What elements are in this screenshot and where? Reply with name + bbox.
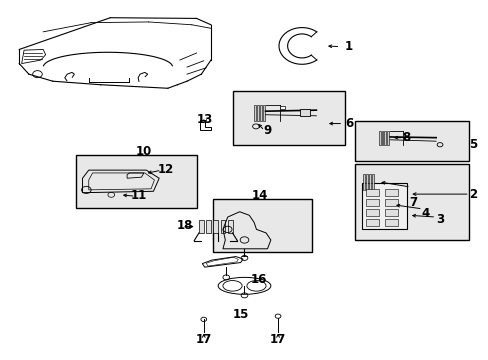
Bar	[378, 131, 380, 145]
Bar	[259, 105, 261, 121]
Text: 11: 11	[131, 189, 147, 202]
Bar	[220, 220, 225, 233]
Bar	[384, 189, 398, 196]
Text: 2: 2	[468, 188, 477, 201]
Bar	[233, 91, 345, 145]
Text: 8: 8	[402, 131, 410, 144]
Text: 4: 4	[421, 207, 429, 220]
Text: 18: 18	[176, 219, 192, 232]
Bar	[256, 105, 258, 121]
Text: 3: 3	[435, 213, 443, 226]
Bar	[365, 219, 378, 226]
Text: 12: 12	[157, 163, 173, 176]
Bar	[384, 199, 398, 206]
Bar	[76, 155, 196, 208]
Bar	[361, 183, 407, 229]
Bar	[227, 220, 232, 233]
Bar	[213, 220, 218, 233]
Text: 9: 9	[263, 124, 271, 137]
Text: 7: 7	[409, 197, 417, 210]
Text: 16: 16	[250, 273, 266, 286]
Bar	[280, 106, 285, 109]
Bar	[299, 109, 309, 117]
Text: 15: 15	[232, 308, 249, 321]
Bar	[384, 131, 386, 145]
Bar	[371, 174, 373, 189]
Bar	[384, 219, 398, 226]
Bar	[368, 174, 370, 189]
Text: 10: 10	[136, 145, 152, 158]
Bar	[365, 209, 378, 216]
Bar	[213, 199, 311, 252]
Bar	[381, 131, 383, 145]
Bar	[384, 209, 398, 216]
Text: 13: 13	[197, 113, 213, 126]
Bar	[199, 220, 203, 233]
Text: 17: 17	[269, 333, 285, 346]
Bar	[365, 189, 378, 196]
Text: 17: 17	[195, 333, 211, 346]
Text: 14: 14	[251, 189, 267, 202]
Bar	[254, 105, 256, 121]
Bar	[386, 131, 388, 145]
Bar	[262, 105, 264, 121]
Bar	[354, 121, 468, 161]
Bar	[365, 199, 378, 206]
Bar	[366, 174, 367, 189]
Text: 1: 1	[344, 40, 352, 53]
Text: 5: 5	[468, 138, 477, 151]
Bar	[354, 164, 468, 240]
Bar	[363, 174, 365, 189]
Bar	[206, 220, 210, 233]
Text: 6: 6	[344, 117, 352, 130]
